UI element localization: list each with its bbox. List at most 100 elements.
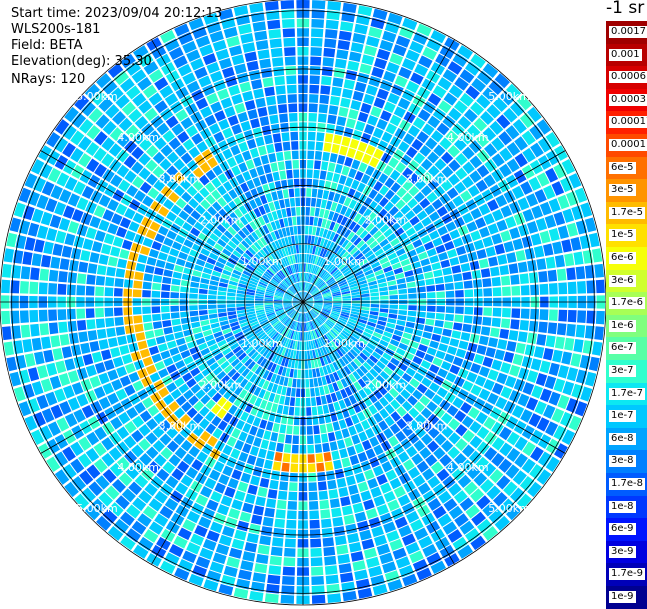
beta-gate bbox=[361, 461, 371, 472]
beta-gate bbox=[308, 482, 317, 491]
beta-gate bbox=[509, 263, 519, 274]
beta-gate bbox=[288, 492, 297, 501]
beta-gate bbox=[362, 539, 375, 550]
beta-gate bbox=[299, 254, 301, 262]
beta-gate bbox=[218, 287, 227, 292]
beta-gate bbox=[271, 403, 278, 412]
beta-gate bbox=[232, 54, 245, 65]
beta-gate bbox=[555, 336, 565, 349]
range-ring-label: 4.00km bbox=[117, 131, 159, 144]
beta-gate bbox=[482, 237, 493, 248]
beta-gate bbox=[359, 63, 371, 74]
beta-gate bbox=[227, 308, 236, 312]
beta-gate bbox=[352, 298, 361, 301]
beta-gate bbox=[311, 38, 323, 47]
beta-gate bbox=[321, 434, 328, 443]
beta-gate bbox=[258, 448, 267, 458]
beta-gate bbox=[349, 52, 362, 63]
beta-gate bbox=[273, 528, 284, 537]
beta-gate bbox=[278, 491, 287, 500]
beta-gate bbox=[552, 241, 563, 254]
beta-gate bbox=[453, 273, 462, 281]
beta-gate bbox=[311, 397, 316, 406]
beta-gate bbox=[354, 24, 368, 35]
beta-gate bbox=[483, 307, 492, 316]
beta-gate bbox=[37, 225, 48, 239]
beta-gate bbox=[464, 307, 473, 315]
beta-gate bbox=[316, 132, 324, 141]
beta-gate bbox=[358, 5, 373, 16]
beta-gate bbox=[284, 47, 295, 56]
beta-gate bbox=[98, 373, 109, 385]
beta-gate bbox=[227, 292, 236, 296]
beta-gate bbox=[527, 221, 538, 234]
beta-gate bbox=[540, 231, 551, 244]
beta-gate bbox=[495, 349, 505, 360]
beta-gate bbox=[295, 360, 299, 369]
beta-gate bbox=[108, 256, 118, 266]
beta-gate bbox=[558, 282, 567, 294]
beta-gate bbox=[323, 537, 334, 546]
beta-gate bbox=[347, 446, 356, 456]
beta-gate bbox=[283, 189, 289, 198]
beta-gate bbox=[116, 268, 126, 277]
beta-gate bbox=[227, 304, 236, 308]
beta-gate bbox=[307, 435, 314, 444]
beta-gate bbox=[210, 280, 219, 286]
beta-gate bbox=[199, 283, 208, 289]
beta-gate bbox=[355, 443, 364, 453]
beta-gate bbox=[324, 143, 332, 152]
beta-gate bbox=[283, 567, 295, 576]
colorbar-swatch: 1e-5 bbox=[606, 224, 647, 247]
colorbar-tick-label: 1.7e-7 bbox=[609, 388, 645, 400]
beta-gate bbox=[313, 378, 318, 387]
beta-gate bbox=[573, 339, 583, 352]
beta-gate bbox=[549, 228, 560, 241]
range-ring-label: 4.00km bbox=[117, 461, 159, 474]
beta-gate bbox=[270, 432, 278, 441]
beta-gate bbox=[218, 140, 229, 151]
beta-gate bbox=[331, 87, 342, 97]
beta-gate bbox=[141, 376, 152, 387]
beta-gate bbox=[253, 88, 264, 98]
beta-gate bbox=[68, 272, 77, 283]
beta-gate bbox=[290, 198, 295, 207]
beta-gate bbox=[309, 104, 318, 113]
colorbar-tick-label: 0.001 bbox=[609, 49, 642, 61]
beta-gate bbox=[398, 310, 407, 315]
beta-gate bbox=[316, 463, 324, 472]
beta-gate bbox=[110, 246, 120, 256]
beta-gate bbox=[284, 444, 291, 453]
beta-gate bbox=[311, 567, 323, 576]
beta-gate bbox=[208, 305, 217, 309]
colorbar-tick-label: 0.00017 bbox=[609, 116, 647, 128]
beta-gate bbox=[89, 252, 99, 263]
beta-gate bbox=[424, 272, 433, 279]
beta-gate bbox=[406, 276, 415, 282]
beta-gate bbox=[429, 341, 439, 349]
range-ring-label: 1.00km bbox=[241, 255, 283, 268]
beta-gate bbox=[108, 337, 118, 347]
beta-gate bbox=[20, 310, 29, 323]
beta-gate bbox=[481, 326, 491, 335]
beta-gate bbox=[334, 526, 345, 536]
beta-gate bbox=[292, 160, 299, 169]
beta-gate bbox=[341, 457, 350, 467]
beta-gate bbox=[506, 341, 516, 352]
beta-gate bbox=[231, 469, 242, 480]
beta-gate bbox=[323, 48, 335, 58]
beta-gate bbox=[217, 304, 226, 308]
beta-gate bbox=[316, 453, 324, 462]
beta-gate bbox=[50, 257, 60, 269]
beta-gate bbox=[278, 434, 285, 443]
beta-gate bbox=[125, 230, 136, 241]
beta-gate bbox=[513, 239, 524, 251]
beta-gate bbox=[21, 325, 31, 338]
beta-gate bbox=[335, 59, 347, 69]
beta-gate bbox=[134, 360, 145, 370]
beta-gate bbox=[263, 517, 274, 527]
beta-gate bbox=[277, 405, 283, 414]
beta-gate bbox=[234, 63, 246, 74]
colorbar-tick-label: 1.7e-9 bbox=[609, 568, 645, 580]
beta-gate bbox=[310, 75, 320, 84]
